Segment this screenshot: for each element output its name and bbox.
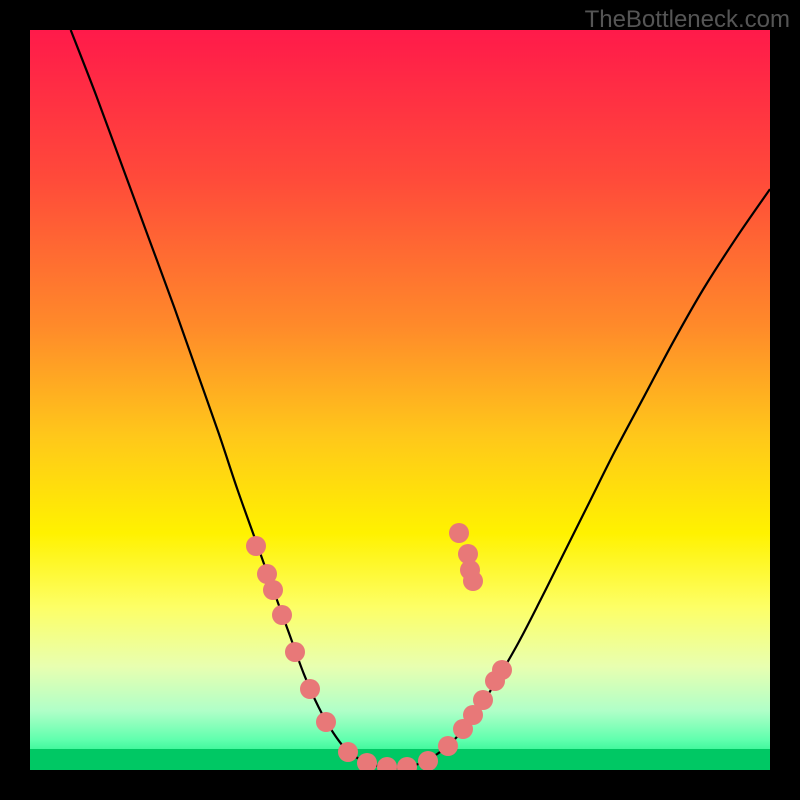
data-marker <box>316 712 336 732</box>
data-marker <box>246 536 266 556</box>
data-marker <box>285 642 305 662</box>
data-marker <box>357 753 377 770</box>
figure-container: TheBottleneck.com <box>0 0 800 800</box>
data-marker <box>473 690 493 710</box>
data-marker <box>438 736 458 756</box>
watermark-text: TheBottleneck.com <box>585 6 790 34</box>
data-marker <box>397 757 417 770</box>
data-marker <box>485 671 505 691</box>
data-marker <box>338 742 358 762</box>
data-marker <box>272 605 292 625</box>
data-marker <box>263 580 283 600</box>
data-marker <box>458 544 478 564</box>
data-marker <box>463 571 483 591</box>
data-marker <box>449 523 469 543</box>
bottleneck-curve <box>71 30 770 768</box>
data-marker <box>377 757 397 770</box>
curve-svg <box>30 30 770 770</box>
data-marker <box>418 751 438 770</box>
data-marker <box>300 679 320 699</box>
plot-area <box>30 30 770 770</box>
